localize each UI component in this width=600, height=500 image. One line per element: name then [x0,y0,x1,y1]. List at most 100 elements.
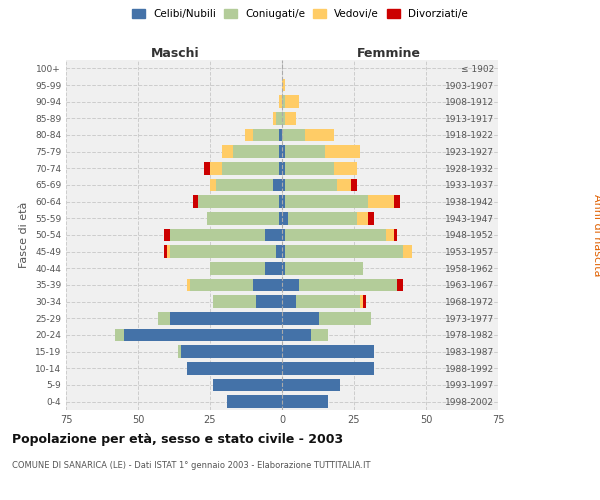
Bar [362,296,365,308]
Bar [282,128,305,141]
Bar [282,329,311,341]
Bar [282,112,285,124]
Legend: Celibi/Nubili, Coniugati/e, Vedovi/e, Divorziati/e: Celibi/Nubili, Coniugati/e, Vedovi/e, Di… [128,5,472,24]
Bar [279,162,282,174]
Bar [397,279,403,291]
Bar [256,296,282,308]
Text: COMUNE DI SANARICA (LE) - Dati ISTAT 1° gennaio 2003 - Elaborazione TUTTITALIA.I: COMUNE DI SANARICA (LE) - Dati ISTAT 1° … [12,460,371,469]
Bar [285,246,403,258]
Bar [282,279,299,291]
Bar [282,246,285,258]
Bar [282,346,374,358]
Text: Popolazione per età, sesso e stato civile - 2003: Popolazione per età, sesso e stato civil… [12,432,343,446]
Bar [285,196,368,208]
Bar [403,246,412,258]
Bar [187,279,190,291]
Bar [178,346,181,358]
Bar [221,146,233,158]
Bar [170,312,282,324]
Bar [158,312,170,324]
Bar [305,128,334,141]
Text: Femmine: Femmine [356,47,421,60]
Bar [193,196,199,208]
Bar [319,312,371,324]
Bar [334,162,357,174]
Bar [386,229,394,241]
Bar [124,329,282,341]
Bar [394,196,400,208]
Bar [282,362,374,374]
Bar [360,296,362,308]
Bar [115,329,124,341]
Bar [245,128,253,141]
Bar [276,112,282,124]
Bar [265,229,282,241]
Bar [282,179,285,191]
Bar [233,146,279,158]
Bar [357,212,368,224]
Bar [170,246,276,258]
Bar [210,179,216,191]
Bar [285,162,334,174]
Bar [282,162,285,174]
Bar [299,279,397,291]
Bar [207,212,279,224]
Bar [285,96,299,108]
Bar [265,262,282,274]
Bar [285,262,362,274]
Bar [285,179,337,191]
Bar [187,362,282,374]
Bar [279,196,282,208]
Bar [213,379,282,391]
Bar [210,262,265,274]
Bar [282,229,285,241]
Bar [282,146,285,158]
Bar [170,229,265,241]
Bar [394,229,397,241]
Bar [279,212,282,224]
Bar [279,96,282,108]
Bar [351,179,357,191]
Bar [325,146,360,158]
Bar [279,146,282,158]
Y-axis label: Fasce di età: Fasce di età [19,202,29,268]
Bar [288,212,357,224]
Bar [204,162,210,174]
Bar [274,179,282,191]
Bar [282,262,285,274]
Bar [282,312,319,324]
Bar [285,146,325,158]
Bar [164,229,170,241]
Bar [282,296,296,308]
Bar [210,162,221,174]
Bar [167,246,170,258]
Bar [282,196,285,208]
Bar [216,179,274,191]
Bar [285,229,386,241]
Bar [164,246,167,258]
Bar [213,296,256,308]
Bar [282,96,285,108]
Bar [190,279,253,291]
Bar [181,346,282,358]
Bar [282,379,340,391]
Text: Anni di nascita: Anni di nascita [592,194,600,276]
Bar [311,329,328,341]
Bar [221,162,279,174]
Bar [368,212,374,224]
Bar [279,128,282,141]
Bar [227,396,282,408]
Bar [199,196,279,208]
Bar [296,296,360,308]
Bar [285,112,296,124]
Bar [276,246,282,258]
Text: Maschi: Maschi [151,47,200,60]
Bar [337,179,351,191]
Bar [253,128,279,141]
Bar [368,196,394,208]
Bar [282,212,288,224]
Bar [253,279,282,291]
Bar [282,396,328,408]
Bar [282,79,285,92]
Bar [274,112,276,124]
